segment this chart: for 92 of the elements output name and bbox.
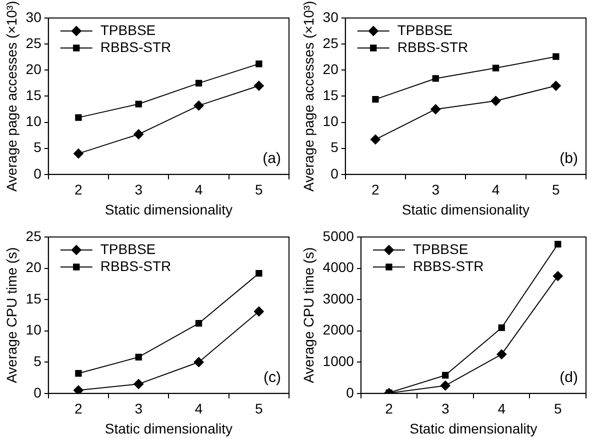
y-tick-label: 0 (330, 165, 339, 182)
point (442, 372, 449, 379)
x-axis-title: Static dimensionality (104, 420, 232, 436)
y-tick-label: 25 (26, 228, 42, 244)
point (256, 270, 262, 277)
x-tick-label: 3 (134, 400, 143, 417)
point (440, 380, 450, 391)
x-tick-label: 2 (372, 182, 380, 198)
point (194, 357, 204, 368)
point (492, 64, 500, 72)
point (496, 349, 507, 360)
y-tick-label: 10 (26, 113, 42, 130)
point (254, 80, 264, 91)
y-tick-label: 3000 (322, 290, 354, 306)
y-tick-label: 25 (322, 34, 339, 51)
annotation: (d) (560, 369, 578, 386)
y-tick-label: 10 (322, 113, 339, 130)
y-tick-label: 30 (322, 8, 339, 25)
point (135, 100, 142, 108)
y-tick-label: 0 (34, 384, 42, 400)
point (550, 80, 561, 91)
annotation: (c) (264, 369, 281, 386)
point (195, 320, 202, 327)
legend-label: RBBS-STR (100, 38, 172, 55)
point (552, 271, 563, 282)
y-tick-label: 25 (26, 34, 42, 51)
y-axis-title: Average page accesses (×10³) (3, 0, 20, 192)
legend-label: TPBBSE (100, 240, 156, 257)
point (134, 129, 144, 140)
x-tick-label: 4 (498, 400, 506, 417)
legend-label: RBBS-STR (100, 258, 172, 274)
y-tick-label: 20 (322, 60, 339, 77)
legend-label: TPBBSE (100, 22, 156, 38)
x-tick-label: 4 (194, 400, 203, 417)
annotation: (a) (262, 150, 281, 168)
point (370, 134, 380, 144)
y-tick-label: 10 (26, 322, 42, 338)
x-tick-label: 3 (441, 400, 450, 417)
y-axis-title: Average CPU time (s) (3, 247, 20, 384)
x-axis-title: Static dimensionality (104, 201, 232, 218)
x-tick-label: 5 (255, 400, 264, 417)
y-tick-label: 5 (330, 139, 339, 156)
x-tick-label: 5 (255, 182, 264, 198)
x-tick-label: 5 (552, 182, 560, 198)
legend-label: TPBBSE (412, 240, 468, 257)
point (552, 53, 560, 60)
x-tick-label: 3 (134, 182, 143, 198)
point (75, 370, 82, 377)
point (256, 60, 262, 68)
y-tick-label: 0 (346, 384, 354, 400)
legend-label: RBBS-STR (397, 38, 468, 55)
point (73, 148, 84, 159)
point (134, 379, 144, 390)
y-tick-label: 15 (26, 290, 42, 306)
legend-label: TPBBSE (397, 22, 453, 38)
point (75, 114, 82, 121)
x-tick-label: 3 (432, 182, 440, 198)
y-tick-label: 20 (26, 259, 42, 276)
point (498, 324, 505, 332)
x-tick-label: 2 (385, 400, 394, 417)
point (73, 385, 84, 394)
y-tick-label: 20 (26, 60, 42, 77)
y-tick-label: 15 (322, 87, 339, 104)
x-tick-label: 4 (492, 182, 500, 198)
y-tick-label: 1000 (322, 352, 354, 369)
point (432, 75, 439, 82)
x-tick-label: 5 (554, 400, 562, 417)
y-tick-label: 30 (26, 8, 42, 25)
y-axis-title: Average page accesses (×10³) (300, 0, 316, 192)
point (554, 240, 562, 248)
annotation: (b) (560, 150, 578, 168)
x-axis-title: Static dimensionality (410, 420, 538, 436)
y-tick-label: 4000 (322, 259, 354, 276)
x-axis-title: Static dimensionality (402, 201, 530, 218)
point (195, 80, 202, 86)
point (194, 100, 204, 111)
point (254, 306, 264, 316)
legend-label: RBBS-STR (412, 258, 484, 274)
y-tick-label: 0 (34, 165, 42, 182)
y-tick-label: 15 (26, 87, 42, 104)
x-tick-label: 2 (74, 400, 83, 417)
y-tick-label: 5 (34, 139, 42, 156)
x-tick-label: 4 (194, 182, 203, 198)
point (372, 96, 379, 103)
point (490, 96, 501, 106)
x-tick-label: 2 (74, 182, 83, 198)
y-tick-label: 2000 (322, 322, 354, 338)
y-axis-title: Average CPU time (s) (300, 247, 316, 384)
y-tick-label: 5 (34, 352, 42, 369)
point (430, 104, 441, 114)
y-tick-label: 5000 (322, 228, 354, 244)
point (135, 354, 142, 360)
